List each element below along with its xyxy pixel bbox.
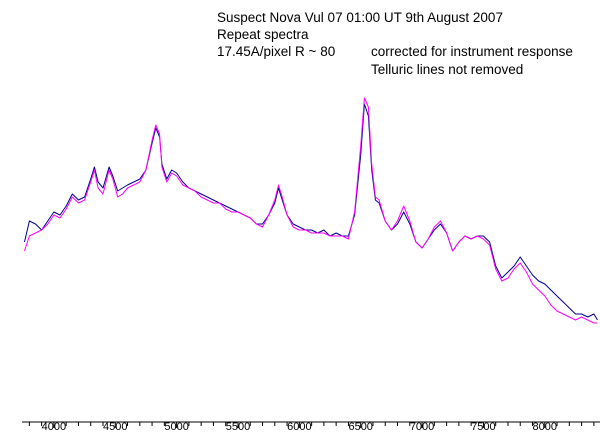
x-tick-label: 7500 xyxy=(471,421,495,433)
spectrum-series-line-2 xyxy=(24,97,598,324)
annotation-resolution: 17.45A/pixel R ~ 80 xyxy=(217,44,336,59)
x-tick-label: 7000 xyxy=(410,421,434,433)
annotation-title: Suspect Nova Vul 07 01:00 UT 9th August … xyxy=(217,10,503,25)
x-tick-label: 6000 xyxy=(287,421,311,433)
annotation-corrected: corrected for instrument response xyxy=(371,44,573,59)
x-axis-ticks: 4000 4500 5000 5500 6000 6500 7000 7500 8000 xyxy=(28,421,595,433)
x-tick-label: 4500 xyxy=(103,421,127,433)
annotation-repeat: Repeat spectra xyxy=(217,27,309,42)
annotation-telluric: Telluric lines not removed xyxy=(371,62,524,77)
x-tick-label: 6500 xyxy=(348,421,372,433)
x-tick-label: 5000 xyxy=(164,421,188,433)
x-tick-label: 8000 xyxy=(533,421,557,433)
series-group xyxy=(24,97,598,324)
x-tick-label: 4000 xyxy=(42,421,66,433)
x-tick-label: 5500 xyxy=(226,421,250,433)
spectrum-series-line-1 xyxy=(24,103,598,321)
